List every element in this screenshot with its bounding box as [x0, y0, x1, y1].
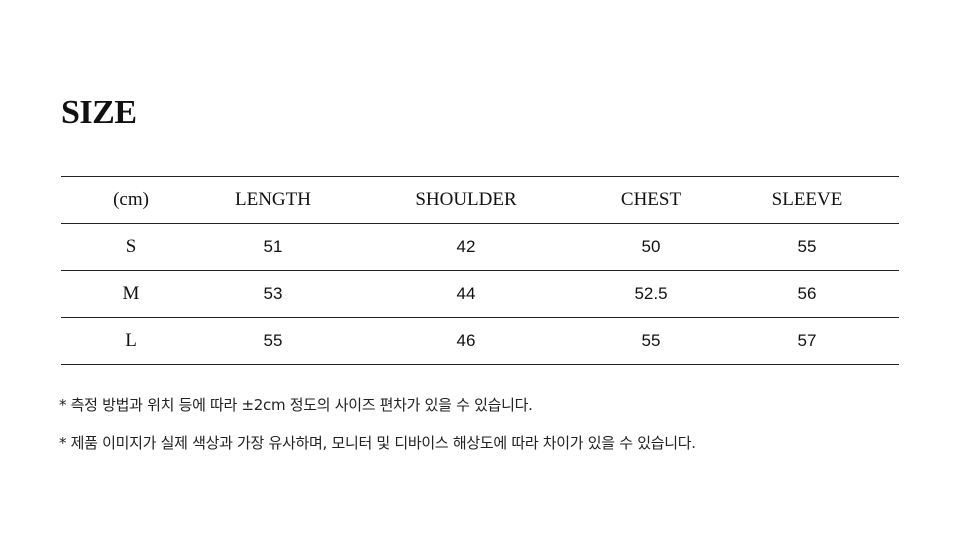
shoulder-cell: 44 — [345, 270, 587, 318]
size-label: S — [61, 223, 201, 271]
length-cell: 55 — [201, 317, 345, 365]
color-note: * 제품 이미지가 실제 색상과 가장 유사하며, 모니터 및 디바이스 해상도… — [59, 434, 696, 452]
size-label: M — [61, 270, 201, 318]
chest-cell: 55 — [587, 317, 715, 365]
sleeve-cell: 56 — [715, 270, 899, 318]
size-label: L — [61, 317, 201, 365]
header-shoulder: SHOULDER — [345, 176, 587, 224]
header-chest: CHEST — [587, 176, 715, 224]
chest-cell: 52.5 — [587, 270, 715, 318]
table-row: M 53 44 52.5 56 — [61, 270, 899, 318]
header-sleeve: SLEEVE — [715, 176, 899, 224]
shoulder-cell: 46 — [345, 317, 587, 365]
length-cell: 51 — [201, 223, 345, 271]
page-title: SIZE — [61, 94, 137, 131]
sleeve-cell: 55 — [715, 223, 899, 271]
table-header-row: (cm) LENGTH SHOULDER CHEST SLEEVE — [61, 176, 899, 224]
measurement-note: * 측정 방법과 위치 등에 따라 ±2cm 정도의 사이즈 편차가 있을 수 … — [59, 396, 533, 414]
shoulder-cell: 42 — [345, 223, 587, 271]
header-length: LENGTH — [201, 176, 345, 224]
size-table: (cm) LENGTH SHOULDER CHEST SLEEVE S 51 4… — [61, 176, 899, 365]
table-row: L 55 46 55 57 — [61, 317, 899, 365]
chest-cell: 50 — [587, 223, 715, 271]
header-unit: (cm) — [61, 176, 201, 224]
table-row: S 51 42 50 55 — [61, 223, 899, 271]
length-cell: 53 — [201, 270, 345, 318]
sleeve-cell: 57 — [715, 317, 899, 365]
